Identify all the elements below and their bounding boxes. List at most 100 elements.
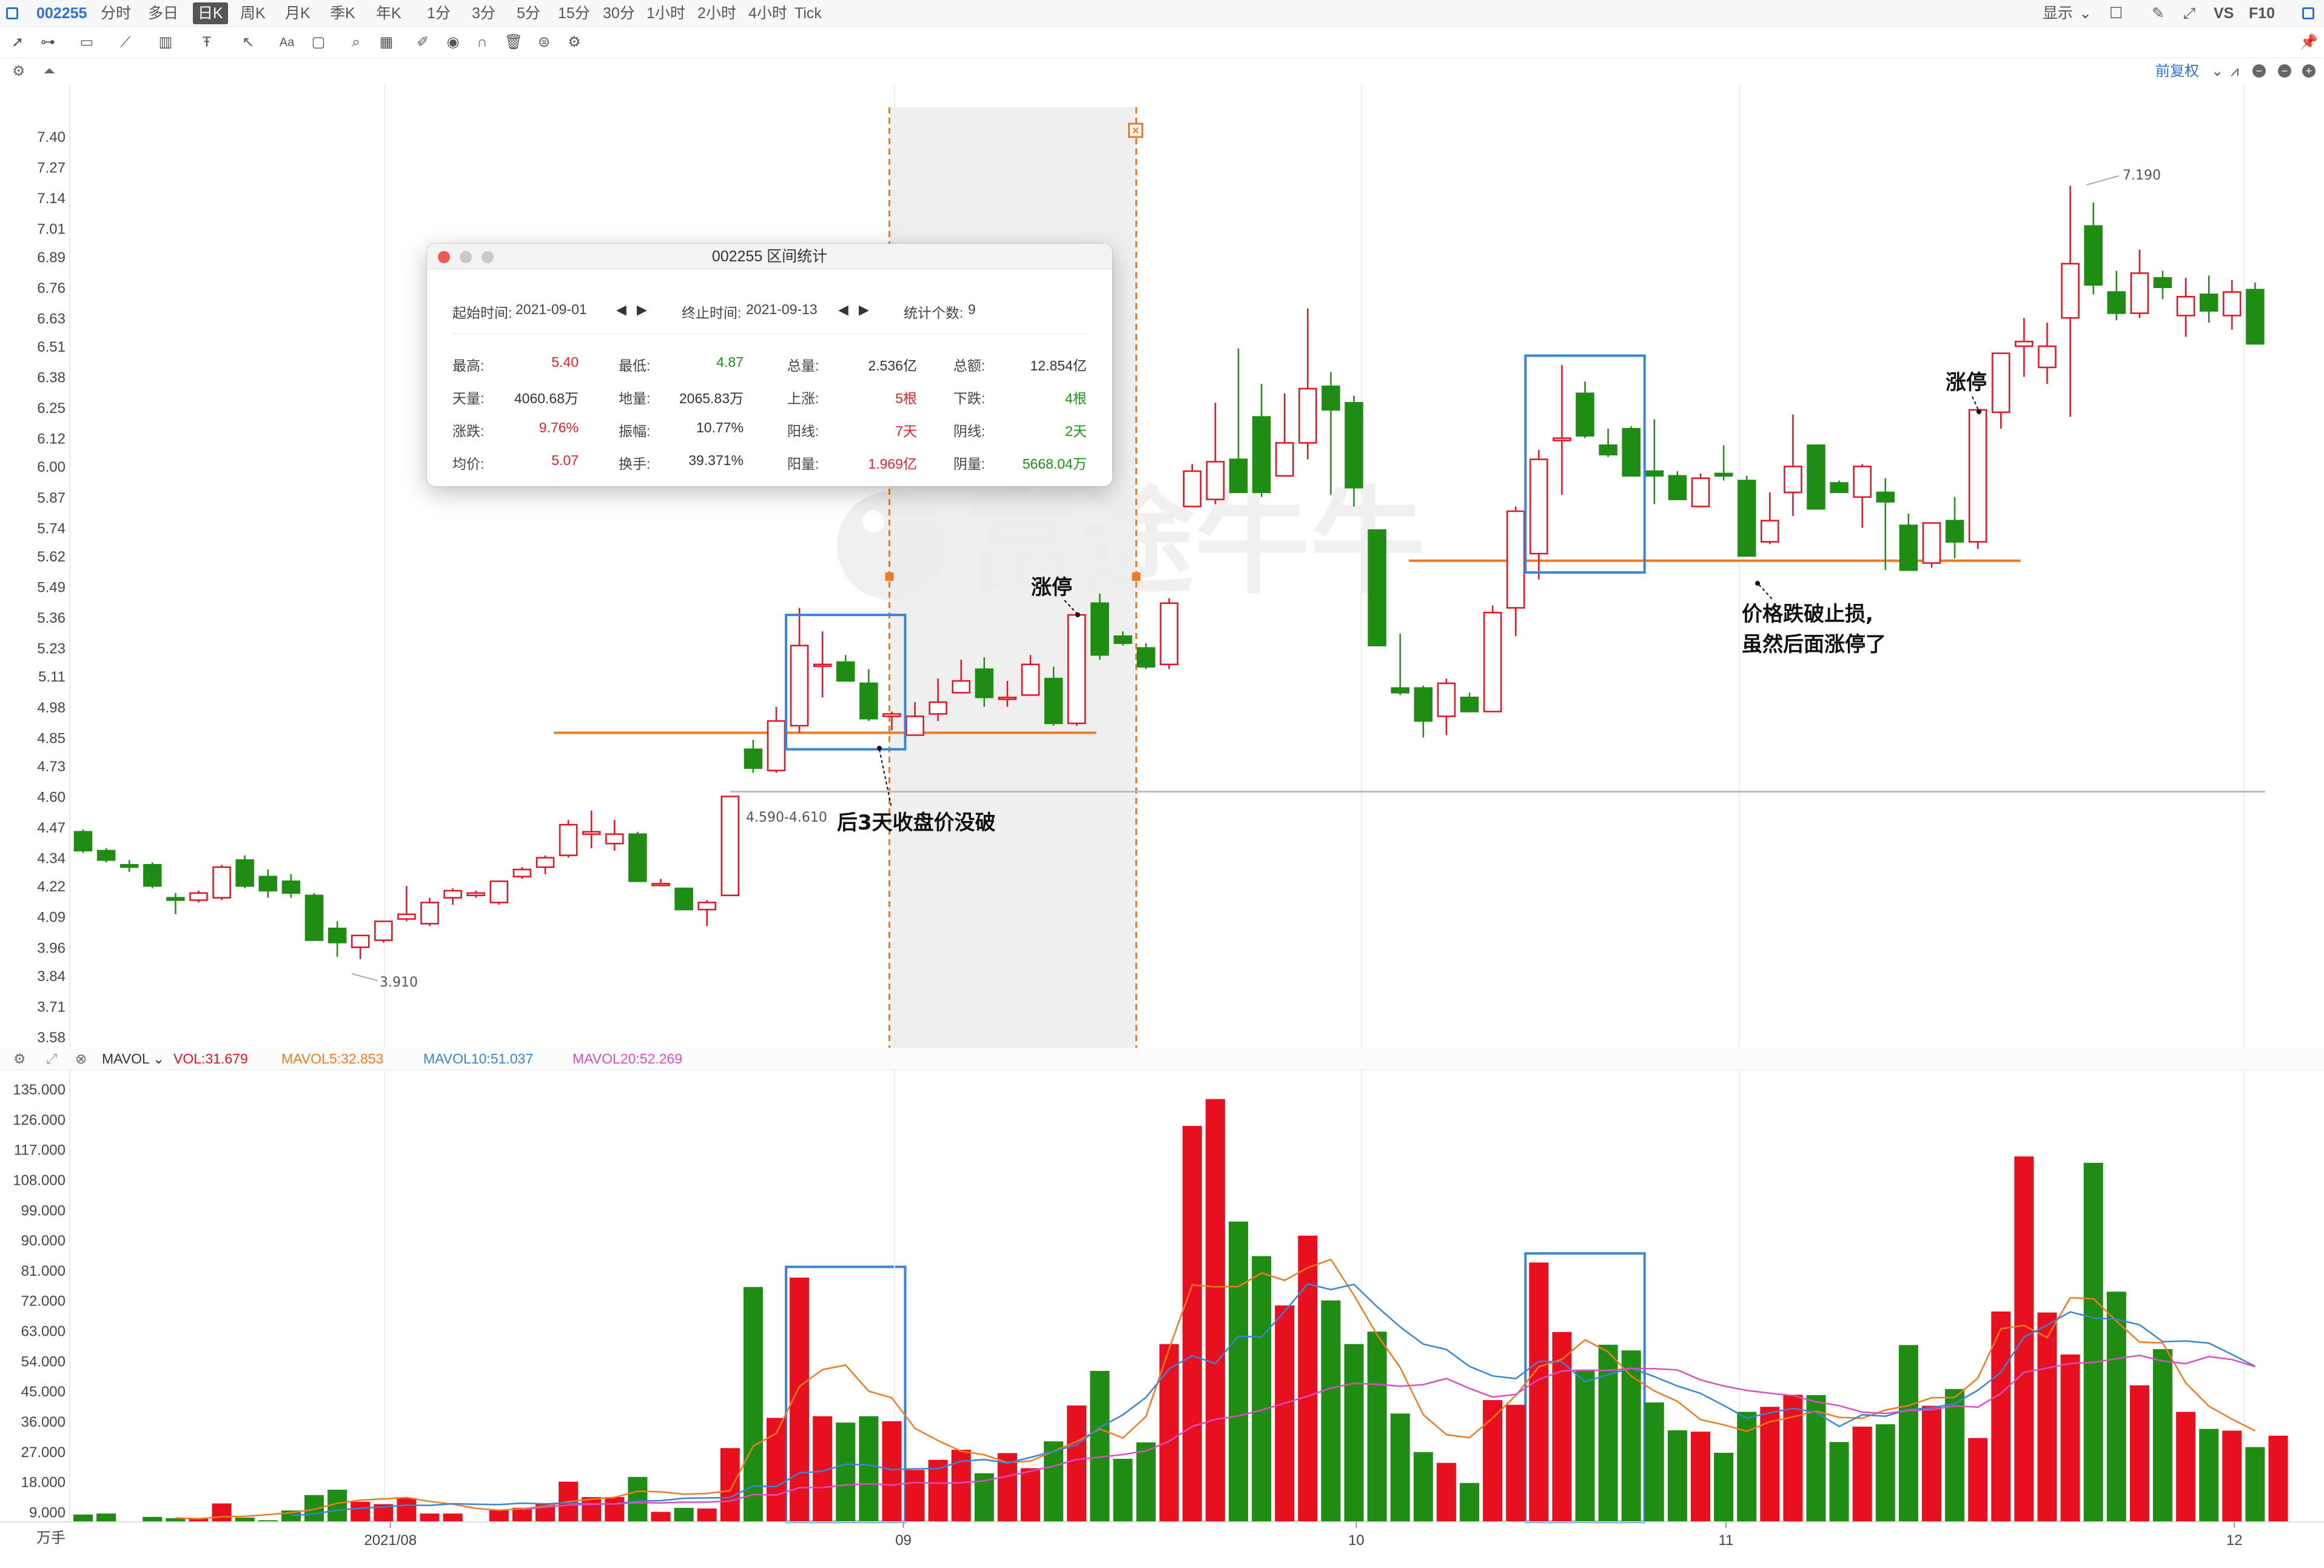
gear-icon[interactable]: ⚙: [13, 1051, 26, 1067]
period-tab[interactable]: 1分: [427, 5, 451, 22]
fib-tool-icon[interactable]: Ŧ: [202, 34, 212, 50]
mavol20-value: MAVOL20:52.269: [573, 1051, 683, 1067]
indicator-name[interactable]: MAVOL: [102, 1051, 150, 1067]
price-tick-label: 3.96: [37, 940, 65, 956]
chevron-down-icon[interactable]: ⌄: [2079, 5, 2092, 22]
text-tool-icon[interactable]: Aa: [279, 36, 295, 49]
rect-tool-icon[interactable]: ▭: [79, 34, 94, 50]
volume-tick-label: 54.000: [21, 1353, 65, 1370]
period-tab[interactable]: 30分: [603, 5, 635, 22]
volume-bar: [1598, 1344, 1618, 1522]
top-period-bar: 002255 分时 多日 日K 周K 月K 季K 年K 1分 3分 5分 15分 30分 1小时 2小时 4…: [0, 0, 2324, 27]
period-tab[interactable]: 3分: [472, 5, 495, 22]
period-tab[interactable]: 日K: [193, 2, 228, 24]
period-tab[interactable]: 2小时: [697, 5, 736, 22]
candle-body: [1206, 461, 1225, 500]
up-circle-icon[interactable]: ⏶: [44, 63, 56, 79]
stat-value: 2.536亿: [868, 358, 917, 374]
volume-legend: ⚙ ⤢ ⊗ MAVOL ⌄ VOL:31.679 MAVOL5:32.853 M…: [0, 1048, 2324, 1070]
period-tab[interactable]: 5分: [517, 5, 540, 22]
chevron-down-icon[interactable]: ⌄: [2211, 63, 2224, 79]
candle-body: [351, 934, 370, 948]
plus-icon[interactable]: +: [2302, 64, 2316, 78]
arrow-tool-icon[interactable]: ↖: [241, 34, 255, 50]
stock-code[interactable]: 002255: [36, 5, 87, 22]
stat-label: 均价:: [452, 456, 485, 472]
trend-tool-icon[interactable]: ⟋: [120, 34, 131, 50]
next-start-icon[interactable]: ▶: [637, 302, 647, 317]
period-tab[interactable]: 4小时: [748, 5, 787, 22]
volume-ma-lines: [175, 1258, 2255, 1520]
volume-bar: [1460, 1483, 1479, 1522]
prev-start-icon[interactable]: ◀: [616, 302, 626, 317]
checkbox-icon[interactable]: ☐: [2109, 5, 2123, 22]
expand-icon[interactable]: ⤢: [46, 1051, 58, 1067]
volume-tick-label: 27.000: [21, 1444, 65, 1461]
adjust-select[interactable]: 前复权: [2155, 63, 2199, 79]
period-tab[interactable]: 1小时: [646, 5, 685, 22]
volume-bars: [73, 1099, 2288, 1522]
panel-icon[interactable]: [2302, 7, 2314, 19]
volume-bar: [96, 1513, 116, 1522]
volume-bar: [143, 1516, 163, 1522]
candle-body: [1391, 687, 1409, 694]
range-stats-panel[interactable]: 002255 区间统计 起始时间: 2021-09-01 ◀ ▶ 终止时间: 2…: [427, 244, 1112, 486]
eye-icon[interactable]: ◉: [446, 34, 460, 50]
next-end-icon[interactable]: ▶: [859, 302, 869, 317]
chart-canvas[interactable]: 富途牛牛 × 涨停后3天收盘价没破涨停价格跌破止损,虽然后面涨停了4.590-4…: [0, 85, 2324, 1568]
prev-end-icon[interactable]: ◀: [838, 302, 848, 317]
stat-value: 10.77%: [696, 420, 744, 435]
stats-icon[interactable]: ▦: [379, 34, 394, 50]
minimize-dot-icon[interactable]: [460, 251, 472, 263]
candle-body: [582, 831, 601, 835]
pin-icon[interactable]: 📌: [2300, 34, 2318, 50]
volume-bar: [859, 1416, 879, 1522]
volume-bar: [1252, 1256, 1272, 1522]
layers-icon[interactable]: ⊜: [537, 34, 551, 50]
panel-titlebar[interactable]: 002255 区间统计: [427, 244, 1112, 269]
period-tab[interactable]: 多日: [148, 5, 179, 22]
f10-button[interactable]: F10: [2249, 5, 2275, 22]
volume-bar: [512, 1507, 532, 1522]
display-menu[interactable]: 显示: [2043, 5, 2074, 22]
indicator-icon[interactable]: ⩘: [2231, 63, 2239, 79]
window-icon[interactable]: [6, 7, 18, 19]
maximize-dot-icon[interactable]: [482, 251, 494, 263]
candle-body: [674, 887, 693, 911]
period-tab[interactable]: 分时: [101, 5, 132, 22]
cursor-icon[interactable]: ➚: [11, 34, 24, 50]
minus-icon[interactable]: −: [2252, 64, 2266, 78]
price-tick-label: 5.49: [37, 580, 65, 596]
chevron-down-icon[interactable]: ⌄: [153, 1051, 165, 1067]
period-tab[interactable]: Tick: [794, 5, 822, 22]
close-dot-icon[interactable]: [438, 251, 450, 263]
period-tab[interactable]: 月K: [285, 5, 311, 22]
stat-value: 5根: [895, 390, 917, 406]
count-value: 9: [968, 301, 976, 317]
search-icon[interactable]: ⌕: [352, 34, 360, 50]
vs-button[interactable]: VS: [2214, 5, 2234, 22]
magnet-icon[interactable]: ∩: [477, 34, 488, 50]
volume-tick-label: 90.000: [21, 1233, 65, 1249]
period-tab[interactable]: 周K: [240, 5, 266, 22]
volume-bar: [836, 1422, 856, 1522]
gear-icon[interactable]: ⚙: [12, 63, 25, 79]
expand-icon[interactable]: ⤢: [2183, 5, 2196, 22]
brush-icon[interactable]: ✐: [416, 34, 429, 50]
trash-icon[interactable]: 🗑: [504, 34, 523, 50]
chart-tool-icon[interactable]: ▥: [158, 34, 173, 50]
pen-icon[interactable]: ✎: [2152, 5, 2164, 22]
period-tab[interactable]: 15分: [558, 5, 590, 22]
gear-icon[interactable]: ⚙: [568, 34, 581, 50]
period-tab[interactable]: 季K: [330, 5, 355, 22]
candle-body: [2015, 340, 2034, 347]
volume-tick-label: 108.000: [13, 1172, 65, 1188]
candle-body: [327, 927, 347, 943]
remove-icon[interactable]: −: [2278, 64, 2291, 78]
period-tab[interactable]: 年K: [376, 5, 401, 22]
close-icon[interactable]: ⊗: [75, 1051, 87, 1067]
price-tick-label: 6.25: [37, 400, 65, 417]
comment-icon[interactable]: ▢: [311, 34, 326, 50]
line-tool-icon[interactable]: ⊶: [41, 34, 55, 50]
candle-body: [397, 913, 416, 920]
